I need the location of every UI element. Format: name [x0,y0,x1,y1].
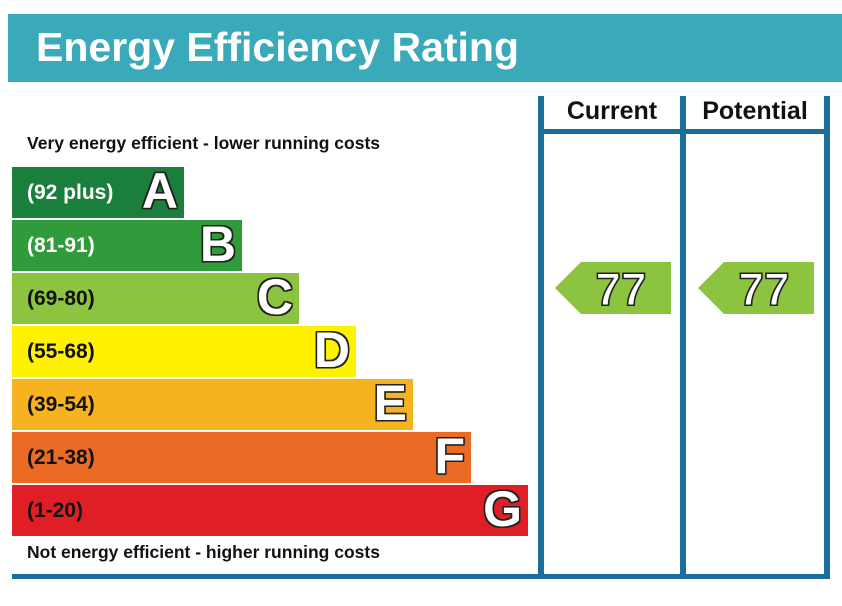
band-b-range: (81-91) [27,234,95,257]
frame-line-left [538,96,544,577]
column-header-potential: Potential [702,97,808,125]
band-d-range: (55-68) [27,340,95,363]
band-a-range: (92 plus) [27,181,114,204]
frame-line-bottom [12,574,830,579]
band-e-range: (39-54) [27,393,95,416]
current-rating-value: 77 [595,263,646,314]
band-g-letter: G [483,481,522,537]
frame-line-header [538,129,830,134]
frame-line-right [824,96,830,577]
band-e-letter: E [373,375,407,431]
band-d: (55-68) D [12,322,356,378]
band-e: (39-54) E [12,375,413,431]
band-b-letter: B [199,216,236,272]
band-b: (81-91) B [12,216,242,272]
band-c: (69-80) C [12,269,299,325]
potential-rating-arrow-shape [698,262,814,314]
band-c-letter: C [256,269,293,325]
band-f-letter: F [434,428,465,484]
band-c-range: (69-80) [27,287,95,310]
band-g-range: (1-20) [27,499,84,522]
frame-line-middle [680,96,686,577]
current-rating-arrow-shape [555,262,671,314]
band-a: (92 plus) A [12,163,184,219]
band-f-range: (21-38) [27,446,95,469]
band-f: (21-38) F [12,428,471,484]
bottom-caption: Not energy efficient - higher running co… [27,542,380,562]
band-g: (1-20) G [12,481,528,537]
top-caption: Very energy efficient - lower running co… [27,133,381,153]
current-rating-arrow: 77 [555,262,671,314]
band-a-letter: A [141,163,178,219]
title-banner: Energy Efficiency Rating [8,14,842,82]
potential-rating-value: 77 [738,263,789,314]
column-header-current: Current [566,97,658,125]
potential-rating-arrow: 77 [698,262,814,314]
chart-title: Energy Efficiency Rating [36,24,520,70]
band-d-letter: D [313,322,350,378]
